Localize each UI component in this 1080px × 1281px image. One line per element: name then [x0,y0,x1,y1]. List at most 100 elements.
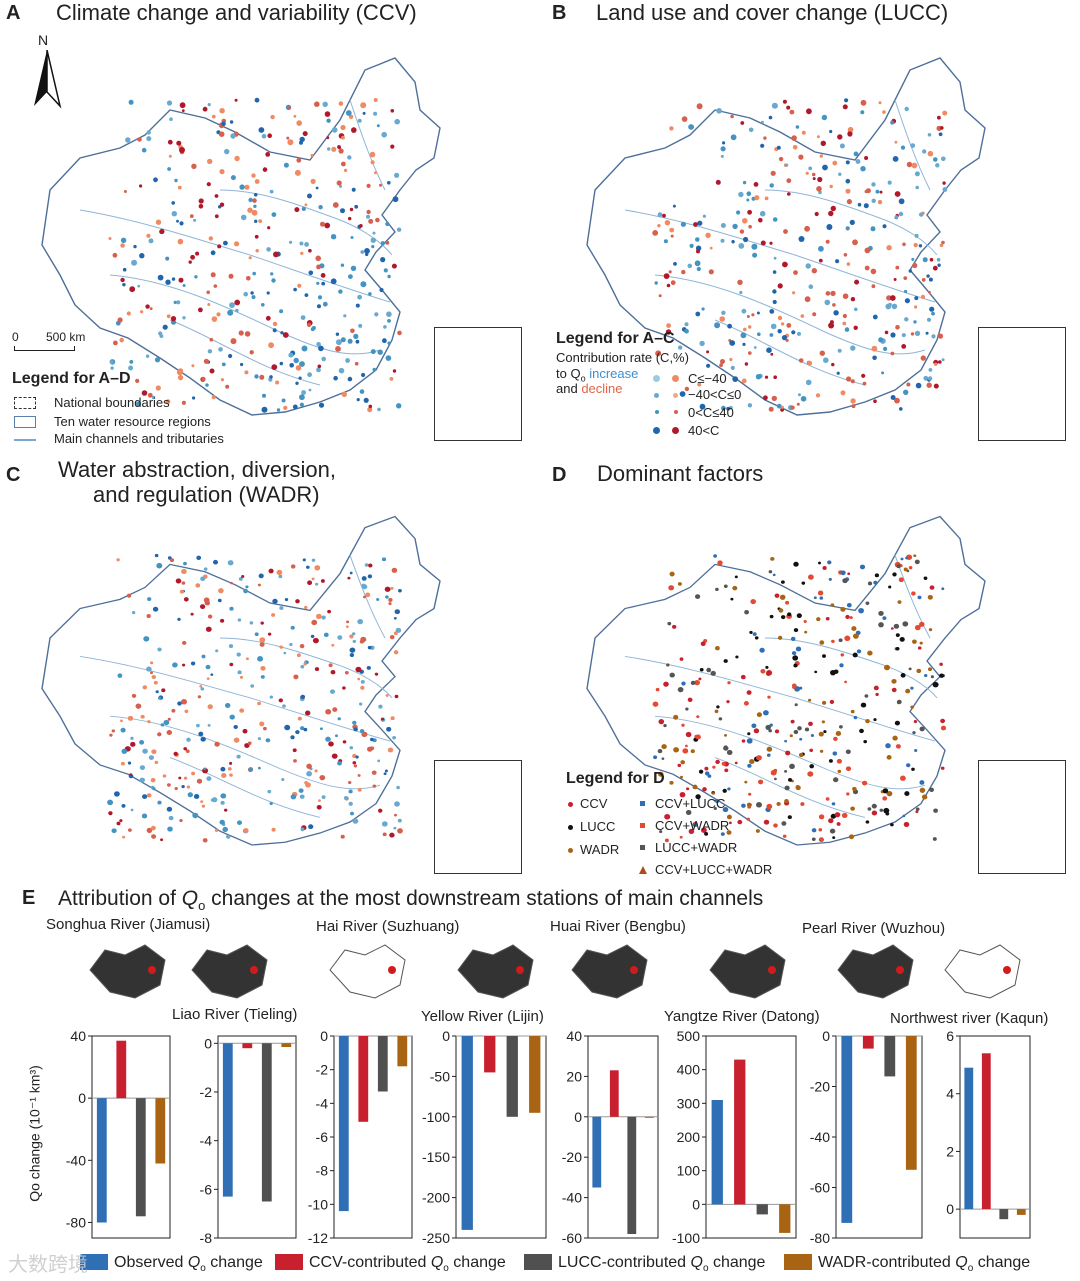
station-dot [940,126,944,130]
station-dot [385,595,389,599]
station-dot [840,570,846,576]
bar-observed [222,1043,233,1197]
station-dot [244,370,249,375]
station-dot [338,148,344,154]
station-dot [819,640,825,645]
station-dot [295,599,300,604]
station-marker-5 [630,966,638,974]
station-dot [669,126,674,131]
station-dot [873,580,878,585]
station-dot [915,810,919,814]
station-dot [328,741,334,747]
station-dot [391,567,398,573]
basin-shape-2 [191,944,268,999]
station-dot [340,124,346,131]
station-dot [892,572,897,577]
station-dot [154,357,161,363]
station-dot [727,787,731,791]
station-dot [359,728,365,734]
station-dot [188,260,192,264]
station-dot [833,310,839,316]
station-dot [238,330,244,336]
station-dot [253,193,258,197]
station-dot [300,315,306,320]
station-dot [240,214,247,221]
station-dot [830,205,836,212]
station-dot [198,198,204,204]
station-dot [182,640,187,645]
station-dot [159,228,165,235]
station-dot [333,375,338,381]
station-dot [239,184,245,190]
station-dot [730,134,737,141]
station-dot [782,99,787,104]
station-dot [322,101,328,107]
station-dot [898,211,904,217]
station-dot [381,131,388,138]
station-dot [308,270,314,276]
station-dot [267,133,272,138]
station-dot [357,294,362,300]
station-dot [229,606,234,611]
station-dot [213,284,218,288]
station-dot [361,731,368,738]
station-dot [120,277,125,283]
station-dot [233,737,240,743]
station-dot [836,822,841,826]
station-dot [721,761,726,766]
station-dot [148,755,154,760]
river-1 [79,209,391,303]
station-dot [350,265,357,271]
station-dot [755,374,762,380]
station-dot [157,274,164,281]
station-dot [141,813,148,819]
station-dot [696,266,701,272]
station-dot [310,178,316,184]
station-dot [293,114,297,118]
station-dot [394,118,401,125]
station-dot [792,291,796,295]
station-dot [652,701,659,707]
station-dot [706,350,710,354]
station-dot [904,317,909,322]
station-dot [688,828,695,834]
station-dot [886,790,893,797]
station-dot [932,265,938,271]
station-dot [282,704,286,708]
legend-ad-title: Legend for A–D [12,370,131,387]
station-dot [189,214,194,219]
station-dot [133,244,137,249]
station-dot [770,323,777,330]
station-dot [701,827,707,833]
station-dot [146,136,152,142]
station-dot [694,679,700,686]
station-dot [815,393,821,398]
station-dot [272,321,278,327]
station-dot [756,802,762,808]
station-dot [860,702,867,708]
station-dot [667,621,672,626]
station-dot [107,799,114,806]
station-dot [275,380,280,385]
river-3 [764,637,938,699]
station-dot [722,141,726,145]
station-dot [137,284,141,288]
station-dot [126,311,131,316]
station-dot [315,582,319,586]
station-dot [763,395,768,401]
chart-title-songhua: Songhua River (Jiamusi) [46,916,211,933]
station-dot [878,610,884,616]
legend-d-all-marker [639,866,647,874]
y-tick-label: -40 [66,1152,86,1168]
station-dot [697,220,703,226]
station-dot [318,205,323,210]
station-dot [175,578,182,584]
station-dot [794,703,798,707]
station-dot [160,723,165,727]
station-dot [818,245,824,252]
station-dot [129,773,133,776]
station-dot [668,585,675,591]
station-dot [251,209,258,216]
station-dot [293,674,299,680]
station-dot [833,777,839,783]
